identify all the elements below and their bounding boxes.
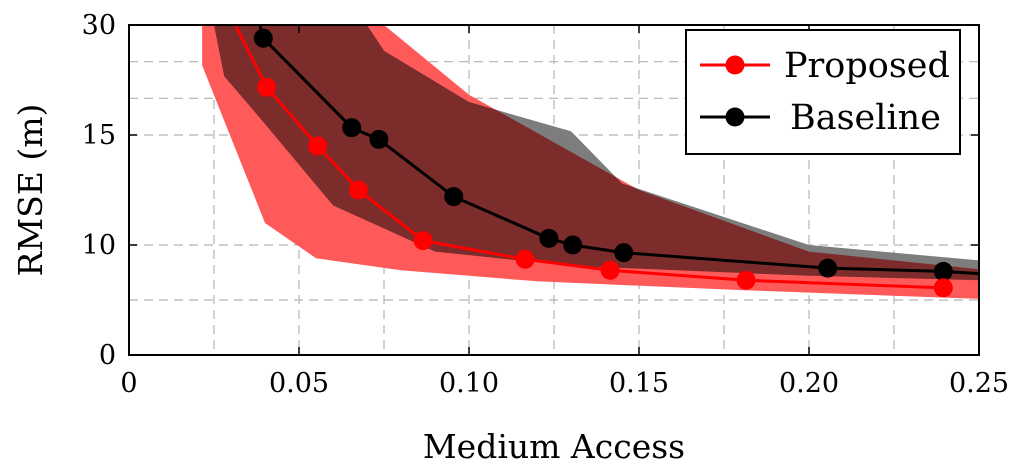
x-axis-label: Medium Access: [423, 427, 685, 466]
marker-proposed: [515, 249, 535, 269]
marker-proposed: [349, 180, 368, 200]
marker-baseline: [444, 187, 464, 207]
y-tick-label: 10: [82, 230, 116, 261]
x-tick-label: 0.20: [779, 368, 839, 399]
marker-proposed: [308, 136, 328, 156]
marker-baseline: [369, 129, 389, 149]
x-tick-label: 0.15: [609, 368, 669, 399]
x-tick-label: 0.05: [269, 368, 329, 399]
y-tick-label: 15: [82, 120, 116, 151]
marker-baseline: [818, 258, 838, 278]
x-tick-label: 0.10: [439, 368, 499, 399]
marker-proposed: [736, 270, 756, 290]
confidence-bands: [202, 25, 979, 299]
marker-proposed: [933, 278, 953, 298]
legend: Proposed Baseline: [685, 29, 961, 155]
legend-box: [685, 29, 961, 155]
marker-baseline: [563, 235, 583, 255]
legend-marker-baseline: [725, 107, 745, 127]
marker-baseline: [253, 28, 273, 48]
legend-label-baseline: Baseline: [790, 98, 941, 138]
y-axis-label: RMSE (m): [11, 104, 50, 277]
x-tick-label: 0.25: [949, 368, 1009, 399]
marker-proposed: [413, 231, 433, 251]
ticks: [128, 24, 980, 356]
tick-labels: 0 0.05 0.10 0.15 0.20 0.25 0 10 15 30: [82, 10, 1009, 399]
x-tick-label: 0: [120, 368, 137, 399]
marker-proposed: [257, 77, 277, 97]
marker-baseline: [342, 118, 362, 138]
legend-label-proposed: Proposed: [784, 46, 950, 86]
marker-baseline: [933, 261, 953, 281]
marker-baseline: [539, 228, 559, 248]
band-proposed: [202, 25, 979, 299]
plot-frame: [128, 24, 980, 356]
marker-proposed: [600, 260, 620, 280]
marker-baseline: [614, 243, 634, 263]
y-tick-label: 30: [82, 10, 116, 41]
legend-marker-proposed: [725, 55, 745, 75]
y-tick-label: 0: [99, 340, 116, 371]
series-markers: [253, 28, 953, 298]
